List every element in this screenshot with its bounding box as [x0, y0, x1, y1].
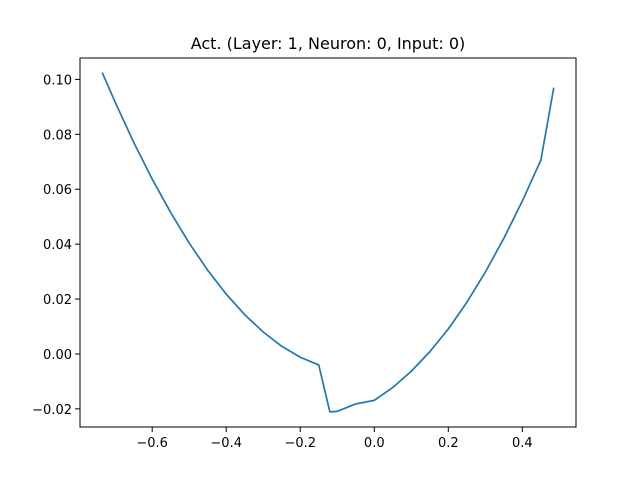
- x-tick-label: 0.2: [438, 436, 459, 451]
- x-tick-label: −0.6: [136, 436, 168, 451]
- x-tick-label: 0.0: [364, 436, 385, 451]
- x-axis: −0.6 −0.4 −0.2 0.0 0.2 0.4: [136, 427, 533, 451]
- y-tick-label: 0.06: [43, 183, 72, 198]
- x-tick-label: −0.2: [284, 436, 316, 451]
- y-tick-label: 0.02: [43, 293, 72, 308]
- y-tick-label: 0.04: [43, 238, 72, 253]
- y-tick-label: 0.08: [43, 128, 72, 143]
- y-tick-label: −0.02: [32, 403, 72, 418]
- x-tick-label: 0.4: [512, 436, 533, 451]
- x-tick-label: −0.4: [210, 436, 242, 451]
- plot-series: [101, 72, 555, 413]
- series-line: [101, 72, 555, 413]
- y-axis: −0.02 0.00 0.02 0.04 0.06 0.08 0.10: [32, 73, 80, 418]
- y-tick-label: 0.10: [43, 73, 72, 88]
- chart-title: Act. (Layer: 1, Neuron: 0, Input: 0): [191, 34, 466, 53]
- plot-frame: [79, 57, 577, 428]
- y-tick-label: 0.00: [43, 348, 72, 363]
